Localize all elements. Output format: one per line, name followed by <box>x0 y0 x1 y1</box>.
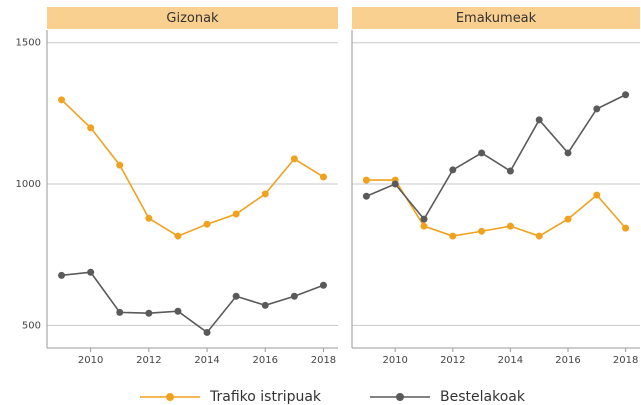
panel-title: Emakumeak <box>456 11 537 26</box>
point <box>174 232 182 240</box>
x-tick-label: 2012 <box>136 355 161 366</box>
point <box>391 180 399 188</box>
x-tick-label: 2012 <box>440 355 465 366</box>
legend-marker <box>396 393 404 401</box>
x-tick-label: 2016 <box>555 355 580 366</box>
point <box>449 166 457 174</box>
x-tick-label: 2018 <box>311 355 336 366</box>
x-tick-label: 2014 <box>498 355 523 366</box>
x-tick-label: 2016 <box>253 355 278 366</box>
point <box>420 222 428 230</box>
point <box>203 328 211 336</box>
point <box>319 281 327 289</box>
legend-marker <box>166 393 174 401</box>
point <box>87 268 95 276</box>
y-tick-label: 500 <box>22 320 41 331</box>
point <box>319 173 327 181</box>
strip <box>47 7 338 29</box>
point <box>174 307 182 315</box>
line <box>61 271 324 334</box>
point <box>362 192 370 200</box>
point <box>622 91 630 99</box>
point <box>232 292 240 300</box>
x-tick-label: 2014 <box>194 355 219 366</box>
point <box>58 96 66 104</box>
point <box>203 220 211 228</box>
point <box>261 190 269 198</box>
point <box>564 149 572 157</box>
y-tick-label: 1500 <box>16 38 41 49</box>
point <box>290 292 298 300</box>
point <box>362 176 370 184</box>
point <box>564 215 572 223</box>
point <box>116 161 124 169</box>
point <box>116 308 124 316</box>
strip <box>352 7 640 29</box>
point <box>622 224 630 232</box>
legend-label: Bestelakoak <box>440 389 526 405</box>
point <box>506 167 514 175</box>
point <box>145 214 153 222</box>
point <box>232 210 240 218</box>
point <box>261 301 269 309</box>
x-tick-label: 2010 <box>78 355 103 366</box>
panel-title: Gizonak <box>166 11 219 26</box>
legend-label: Trafiko istripuak <box>209 389 322 405</box>
point <box>145 309 153 317</box>
line <box>366 179 627 237</box>
point <box>478 227 486 235</box>
point <box>58 271 66 279</box>
point <box>290 155 298 163</box>
point <box>535 232 543 240</box>
point <box>506 222 514 230</box>
point <box>449 232 457 240</box>
point <box>593 105 601 113</box>
x-tick-label: 2010 <box>382 355 407 366</box>
point <box>535 116 543 124</box>
point <box>87 124 95 132</box>
point <box>420 215 428 223</box>
point <box>593 191 601 199</box>
line <box>60 99 324 237</box>
point <box>478 149 486 157</box>
y-tick-label: 1000 <box>16 179 41 190</box>
x-tick-label: 2018 <box>613 355 638 366</box>
line <box>366 94 626 221</box>
